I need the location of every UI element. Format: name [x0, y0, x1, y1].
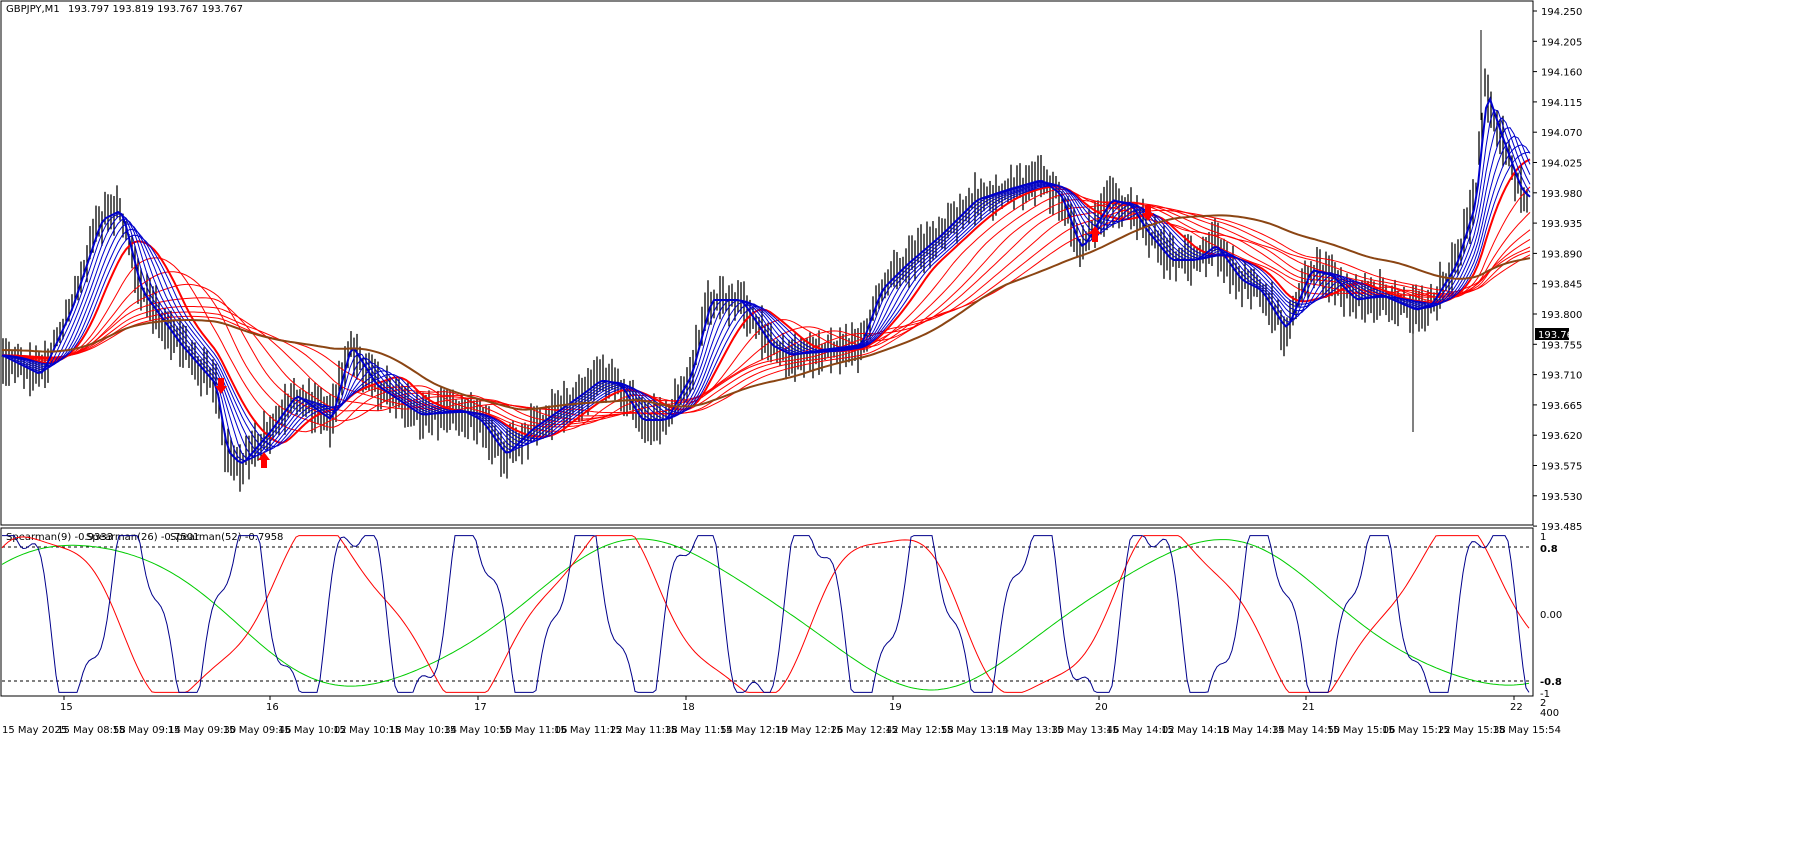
down-arrow-icon: [1142, 205, 1154, 221]
slow-ma-line: [2, 209, 1531, 415]
time-label: 15 May 2025: [2, 725, 67, 736]
time-label: 15 May 14:34: [1216, 725, 1285, 736]
time-label: 15 May 15:06: [1327, 725, 1396, 736]
time-label: 15 May 09:46: [223, 725, 292, 736]
slow-ma-line: [1, 193, 1531, 428]
price-tick-label: 194.115: [1541, 98, 1582, 109]
time-label: 15 May 15:38: [1437, 725, 1506, 736]
indicator-scale-label: 0.8: [1540, 544, 1558, 555]
time-label: 15 May 12:58: [885, 725, 954, 736]
long-ema-line: [1, 214, 1531, 411]
up-arrow-icon: [258, 452, 270, 468]
time-label: 15 May 12:26: [775, 725, 844, 736]
price-tick-label: 194.250: [1541, 7, 1582, 18]
time-label: 15 May 10:50: [444, 725, 513, 736]
time-label: 15 May 15:54: [1492, 725, 1561, 736]
symbol-label: GBPJPY,M1: [6, 4, 60, 15]
day-label: 15: [60, 702, 73, 713]
indicator-scale-label: 0.00: [1540, 610, 1562, 621]
day-label: 21: [1302, 702, 1315, 713]
indicator-scale-label: 2: [1540, 698, 1546, 709]
time-label: 15 May 13:14: [940, 725, 1009, 736]
price-scale: 194.250 194.205 194.160 194.115 194.070 194.0…: [1533, 7, 1582, 533]
day-label: 18: [682, 702, 695, 713]
time-label: 15 May 11:06: [499, 725, 568, 736]
slow-ma-ribbon: [1, 158, 1531, 444]
slow-ma-line: [2, 206, 1531, 417]
price-tick-label: 193.890: [1541, 249, 1582, 260]
price-tick-label: 193.575: [1541, 462, 1582, 473]
fast-ma-line: [1, 96, 1531, 464]
price-tick-label: 193.800: [1541, 310, 1582, 321]
price-tick-label: 193.665: [1541, 401, 1582, 412]
time-label: 15 May 13:30: [996, 725, 1065, 736]
time-label: 15 May 15:22: [1382, 725, 1451, 736]
time-label: 15 May 14:18: [1161, 725, 1230, 736]
price-tick-label: 193.755: [1541, 340, 1582, 351]
price-tick-label: 194.205: [1541, 37, 1582, 48]
indicator-scale-label: 1: [1540, 532, 1546, 543]
price-tick-label: 193.620: [1541, 431, 1582, 442]
fast-ma-line: [1, 108, 1531, 462]
time-label: 15 May 10:02: [278, 725, 347, 736]
price-tick-label: 194.025: [1541, 159, 1582, 170]
price-tick-label: 193.845: [1541, 280, 1582, 291]
day-label: 19: [889, 702, 902, 713]
current-price-tag: [1535, 328, 1569, 340]
current-price-label: 193.767: [1538, 330, 1579, 341]
indicator-scale-label: -1: [1540, 689, 1550, 700]
time-label: 15 May 14:02: [1106, 725, 1175, 736]
price-tick-label: 193.530: [1541, 492, 1582, 503]
spearman26-label: Spearman(26) -0.7501: [86, 532, 199, 543]
slow-ma-line: [1, 201, 1531, 423]
price-tick-label: 193.485: [1541, 522, 1582, 533]
main-chart-panel[interactable]: [0, 0, 1534, 526]
fast-ma-ribbon: [1, 96, 1531, 464]
spearman52-line: [1, 538, 1530, 691]
day-markers: 15 16 17 18 19 20 21 22: [60, 696, 1523, 713]
spearman9-label: Spearman(9) -0.9333: [6, 532, 113, 543]
price-tick-label: 193.980: [1541, 189, 1582, 200]
time-label: 15 May 09:30: [168, 725, 237, 736]
indicator-scale-label: -0.8: [1540, 677, 1562, 688]
time-label: 15 May 10:34: [388, 725, 457, 736]
up-arrow-icon: [1089, 226, 1101, 242]
slow-ma-line: [2, 199, 1531, 426]
day-label: 22: [1510, 702, 1523, 713]
time-label: 15 May 09:14: [112, 725, 181, 736]
spearman52-label: Spearman(52) -0.7958: [170, 532, 283, 543]
ohlc-readout: 193.797 193.819 193.767 193.767: [68, 4, 243, 15]
price-tick-label: 193.935: [1541, 219, 1582, 230]
spearman9-line: [2, 535, 1530, 693]
time-label: 15 May 12:10: [720, 725, 789, 736]
fast-ma-line: [1, 151, 1531, 448]
signal-arrows: [215, 205, 1154, 468]
slow-ma-line: [1, 186, 1531, 433]
price-tick-label: 194.160: [1541, 68, 1582, 79]
indicator-panel[interactable]: [0, 527, 1534, 697]
price-tick-label: 193.710: [1541, 371, 1582, 382]
price-tick-label: 194.070: [1541, 128, 1582, 139]
time-label: 15 May 11:22: [554, 725, 623, 736]
time-label: 15 May 08:58: [57, 725, 126, 736]
indicator-scale-label: 400: [1540, 708, 1559, 719]
fast-ma-line: [1, 144, 1531, 451]
day-label: 16: [266, 702, 279, 713]
time-label: 15 May 14:50: [1272, 725, 1341, 736]
down-arrow-icon: [215, 378, 227, 394]
time-label: 15 May 13:46: [1051, 725, 1120, 736]
day-label: 20: [1095, 702, 1108, 713]
time-label: 15 May 12:42: [830, 725, 899, 736]
day-label: 17: [474, 702, 487, 713]
fast-ma-line: [1, 135, 1531, 454]
fast-ma-line: [1, 127, 1531, 457]
time-label: 15 May 11:54: [664, 725, 733, 736]
time-label: 15 May 10:18: [333, 725, 402, 736]
time-label: 15 May 11:38: [609, 725, 678, 736]
